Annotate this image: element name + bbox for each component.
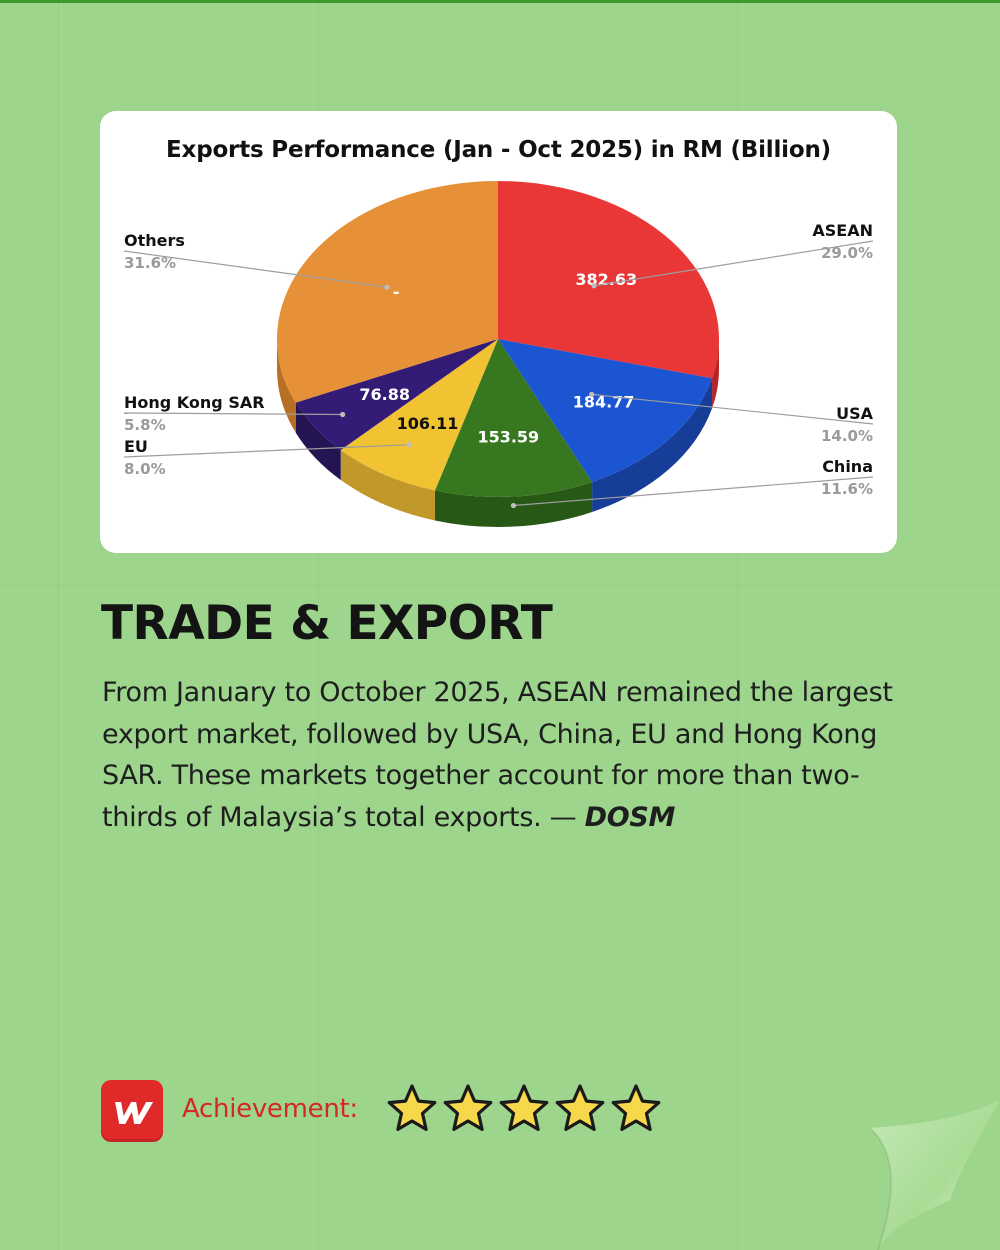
callout-line-eu bbox=[123, 444, 410, 458]
chart-title: Exports Performance (Jan - Oct 2025) in … bbox=[166, 137, 831, 163]
callout-dot-hong-kong-sar bbox=[340, 411, 346, 418]
percent-label-hong-kong-sar: 5.8% bbox=[124, 416, 166, 434]
callout-dot-china bbox=[510, 502, 517, 509]
article-source: DOSM bbox=[584, 802, 676, 834]
category-label-asean: ASEAN bbox=[812, 221, 873, 240]
category-label-eu: EU bbox=[124, 437, 148, 456]
value-label-eu: 106.11 bbox=[397, 414, 459, 433]
achievement-label: Achievement: bbox=[182, 1094, 358, 1124]
value-label-others: - bbox=[393, 283, 400, 302]
slice-side-asean bbox=[712, 339, 719, 409]
percent-label-eu: 8.0% bbox=[124, 460, 166, 478]
star-icon bbox=[443, 1084, 493, 1132]
star-icon bbox=[555, 1084, 605, 1132]
percent-label-others: 31.6% bbox=[124, 254, 176, 272]
pie-chart: 382.63184.77153.59106.1176.88-ASEAN29.0%… bbox=[123, 181, 874, 527]
callout-line-china bbox=[513, 476, 874, 507]
brand-logo-icon bbox=[101, 1080, 163, 1142]
callout-line-others bbox=[123, 250, 388, 288]
section-heading: TRADE & EXPORT bbox=[101, 596, 553, 651]
callout-line-hong-kong-sar bbox=[123, 412, 343, 416]
category-label-hong-kong-sar: Hong Kong SAR bbox=[124, 393, 265, 412]
slice-others bbox=[277, 181, 498, 403]
percent-label-asean: 29.0% bbox=[821, 244, 873, 262]
paper-crease bbox=[0, 585, 1000, 586]
paper-crease bbox=[58, 0, 59, 1250]
callout-line-usa bbox=[591, 393, 874, 425]
slice-side-eu bbox=[340, 450, 436, 521]
slice-side-others bbox=[277, 339, 296, 433]
article-body-text: From January to October 2025, ASEAN rema… bbox=[102, 677, 893, 834]
top-accent-line bbox=[0, 0, 1000, 3]
callout-line-asean bbox=[593, 240, 874, 287]
callout-dot-usa bbox=[589, 391, 595, 397]
percent-label-china: 11.6% bbox=[821, 480, 873, 498]
callout-dot-asean bbox=[591, 283, 597, 289]
star-icon bbox=[387, 1084, 437, 1132]
slice-hong-kong-sar bbox=[295, 339, 498, 451]
page-curl-decoration bbox=[869, 1100, 1000, 1250]
chart-card: Exports Performance (Jan - Oct 2025) in … bbox=[100, 111, 897, 553]
article-body: From January to October 2025, ASEAN rema… bbox=[102, 672, 932, 839]
value-label-china: 153.59 bbox=[477, 428, 539, 447]
category-label-usa: USA bbox=[836, 404, 874, 423]
category-label-others: Others bbox=[124, 231, 185, 250]
star-icon bbox=[611, 1084, 661, 1132]
slice-china bbox=[435, 339, 593, 498]
achievement-footer: Achievement: bbox=[101, 1080, 701, 1142]
callout-dot-eu bbox=[406, 442, 412, 448]
slice-eu bbox=[340, 339, 498, 491]
value-label-hong-kong-sar: 76.88 bbox=[359, 385, 410, 404]
slice-side-usa bbox=[592, 378, 713, 512]
value-label-asean: 382.63 bbox=[575, 270, 637, 289]
slice-usa bbox=[498, 339, 713, 482]
slice-asean bbox=[498, 181, 719, 379]
star-icon bbox=[499, 1084, 549, 1132]
percent-label-usa: 14.0% bbox=[821, 427, 873, 445]
callout-dot-others bbox=[384, 284, 390, 290]
slice-side-hong-kong-sar bbox=[295, 402, 341, 481]
category-label-china: China bbox=[822, 457, 873, 476]
